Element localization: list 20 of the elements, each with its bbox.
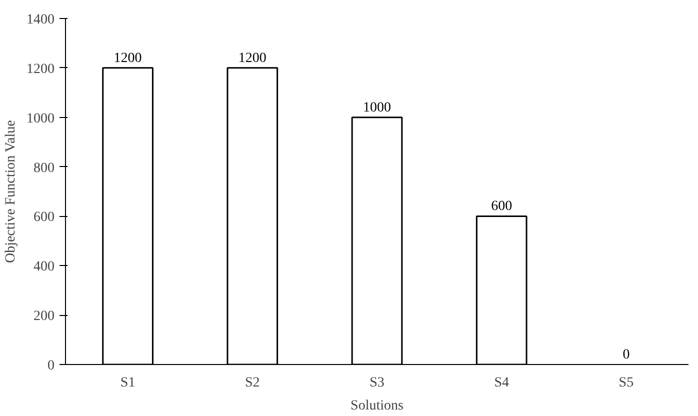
x-axis-title: Solutions [350,398,404,414]
x-tick-label: S1 [120,376,136,390]
data-label: 1000 [363,100,391,116]
data-label: 1200 [114,50,142,66]
y-tick-label: 1200 [26,62,54,77]
x-tick-label: S2 [245,376,260,390]
y-axis-title: Objective Function Value [4,120,18,264]
y-tick-label: 0 [48,358,54,374]
x-tick-label: S4 [494,376,510,390]
y-tick-label: 400 [34,260,54,275]
y-tick-label: 600 [34,210,54,226]
y-tick-label: 1000 [26,111,54,126]
data-label: 0 [622,348,630,362]
data-label: 600 [491,199,512,214]
x-tick-label: S5 [618,376,634,390]
y-tick-label: 200 [34,309,54,324]
y-tick-label: 1400 [26,12,54,28]
x-tick-label: S3 [370,376,384,390]
y-tick-label: 800 [34,160,54,176]
data-label: 1200 [238,50,266,66]
